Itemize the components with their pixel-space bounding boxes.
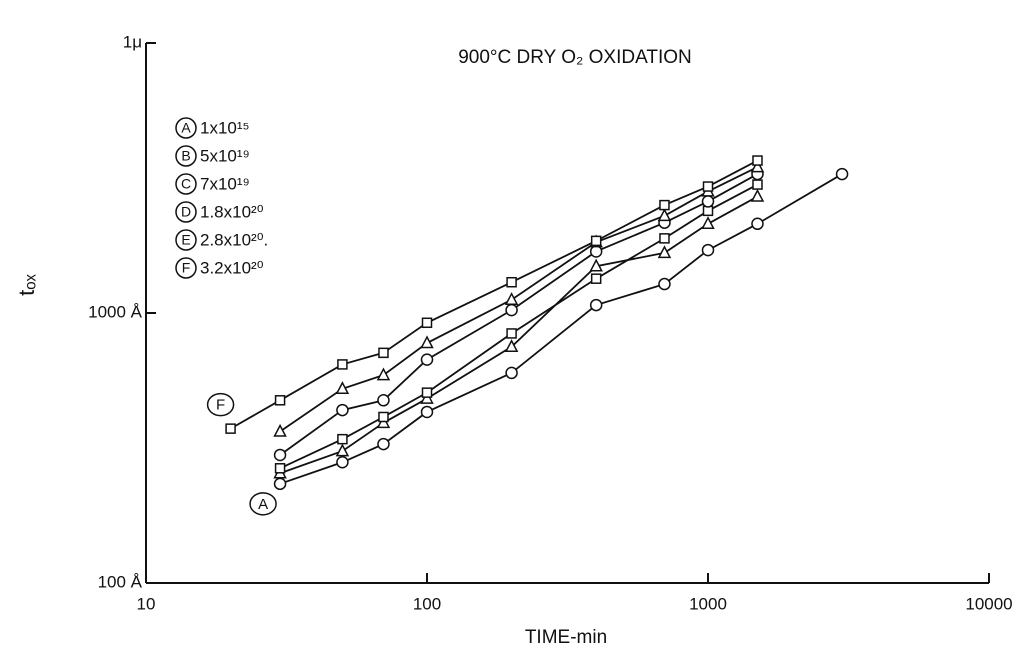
y-tick-label: 1000 Å	[88, 302, 143, 321]
marker	[506, 276, 517, 288]
marker	[659, 199, 670, 211]
legend-label: 1x10¹⁵	[200, 118, 250, 137]
marker	[377, 394, 390, 407]
x-tick-label: 10000	[965, 594, 1012, 613]
marker	[337, 359, 348, 370]
marker	[378, 347, 389, 359]
marker	[274, 395, 286, 406]
y-tick-label: 1μ	[123, 32, 142, 51]
marker	[335, 381, 350, 395]
marker	[750, 159, 765, 173]
marker	[336, 403, 349, 417]
marker	[657, 208, 672, 222]
marker	[590, 235, 602, 247]
x-tick-label: 10	[137, 594, 156, 613]
marker	[752, 179, 763, 190]
marker	[506, 328, 517, 339]
marker	[702, 181, 714, 192]
marker	[420, 335, 434, 349]
marker	[505, 303, 518, 317]
x-tick-label: 1000	[689, 594, 727, 613]
marker	[590, 273, 602, 284]
marker	[589, 298, 603, 312]
marker	[504, 292, 519, 305]
marker	[752, 155, 763, 166]
marker	[751, 217, 764, 231]
callout-letter: A	[258, 496, 268, 513]
x-tick-label: 100	[413, 594, 441, 613]
marker	[701, 195, 715, 208]
marker	[335, 443, 350, 457]
marker	[337, 433, 348, 445]
legend-letter: C	[181, 176, 191, 192]
chart-title: 900°C DRY O₂ OXIDATION	[458, 47, 692, 68]
marker	[336, 456, 349, 469]
marker	[589, 245, 603, 258]
series-line	[230, 159, 758, 430]
marker	[420, 405, 434, 419]
marker	[420, 353, 434, 366]
legend-badge	[175, 173, 197, 195]
marker	[750, 188, 765, 202]
legend-label: 5x10¹⁹	[200, 146, 250, 165]
legend-label: 2.8x10²⁰.	[200, 230, 268, 249]
marker	[701, 243, 715, 257]
legend-letter: E	[181, 232, 190, 248]
marker	[835, 167, 849, 181]
legend-letter: D	[181, 204, 191, 220]
marker	[505, 366, 518, 380]
x-axis-label: TIME-min	[525, 627, 607, 648]
marker	[659, 233, 670, 244]
marker	[273, 423, 287, 437]
legend-letter: F	[182, 260, 191, 276]
marker	[376, 367, 391, 381]
marker	[421, 317, 433, 329]
marker	[378, 411, 389, 423]
y-tick-label: 100 Å	[98, 572, 143, 591]
legend-badge	[175, 257, 197, 279]
marker	[225, 423, 236, 434]
marker	[702, 205, 714, 217]
legend-label: 3.2x10²⁰	[200, 258, 264, 277]
legend-badge	[175, 145, 197, 167]
marker	[273, 477, 287, 491]
callout-badge	[249, 492, 277, 516]
series-line	[279, 173, 843, 485]
marker	[377, 437, 390, 451]
legend-badge	[175, 229, 197, 251]
legend-label: 1.8x10²⁰	[200, 202, 264, 221]
marker	[701, 216, 715, 230]
marker	[657, 245, 672, 259]
legend-badge	[175, 117, 197, 139]
legend-label: 7x10¹⁹	[200, 174, 250, 193]
legend-letter: B	[181, 148, 190, 164]
callout-badge	[206, 392, 235, 417]
callout-letter: F	[216, 397, 225, 414]
marker	[421, 387, 433, 398]
marker	[589, 258, 603, 272]
marker	[274, 463, 286, 474]
legend-badge	[175, 201, 197, 223]
y-axis-label: tₒₓ	[14, 273, 39, 295]
marker	[658, 277, 671, 291]
marker	[504, 339, 519, 352]
legend-letter: A	[181, 120, 191, 136]
marker	[273, 448, 287, 462]
